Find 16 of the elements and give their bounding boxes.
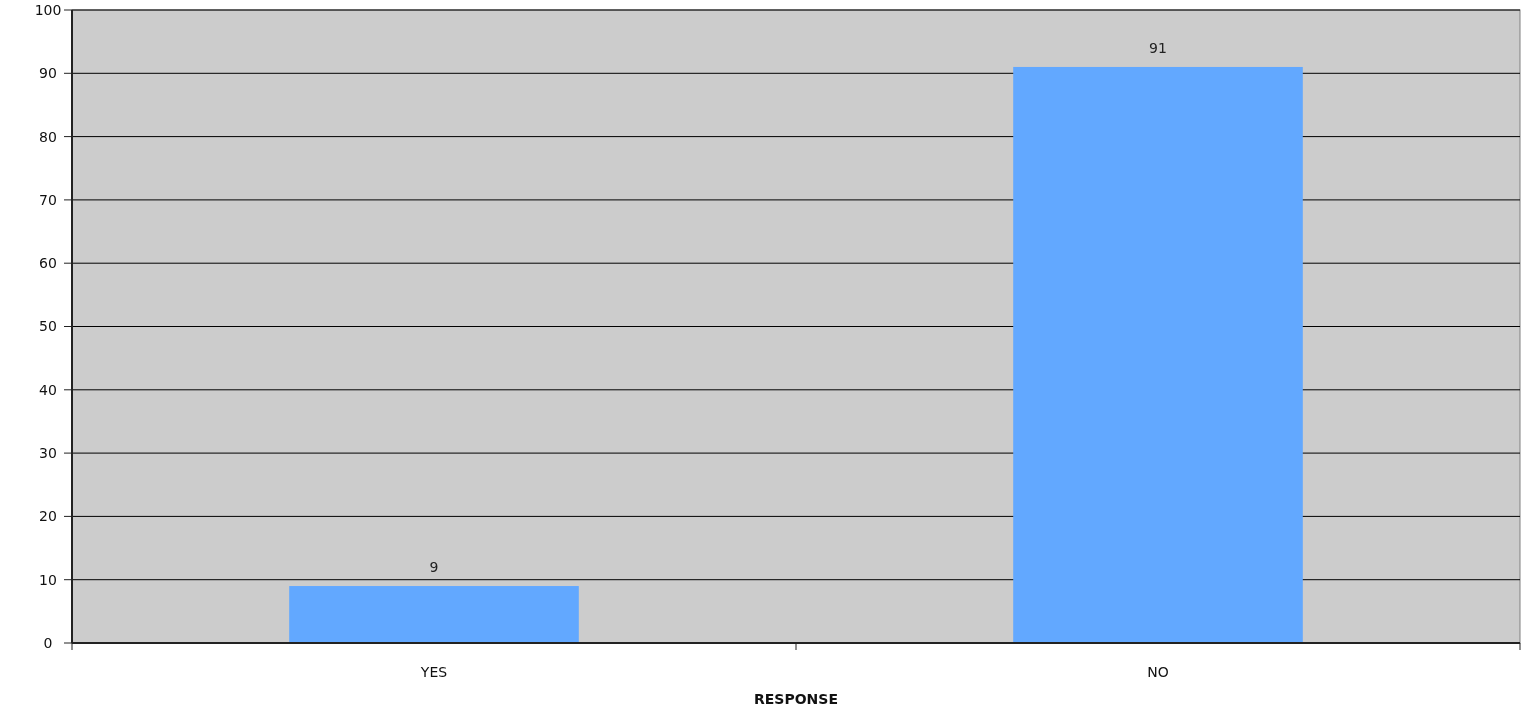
y-tick-label: 70 [39,191,57,208]
data-label: 9 [429,559,439,576]
y-tick-label: 50 [39,318,57,335]
y-tick-label: 100 [34,1,62,18]
y-tick-label: 90 [39,65,57,82]
y-tick-label: 60 [39,255,57,272]
y-tick-label: 30 [39,445,57,461]
x-axis-title: RESPONSE [754,691,838,707]
x-tick-label: NO [1147,664,1169,680]
x-tick-label: YES [419,664,448,680]
y-tick-label: 40 [39,381,57,398]
data-label: 91 [1149,39,1167,56]
y-tick-label: 0 [43,634,53,651]
y-tick-label: 20 [39,508,57,525]
y-tick-label: 80 [39,128,57,145]
y-tick-label: 10 [39,571,57,588]
